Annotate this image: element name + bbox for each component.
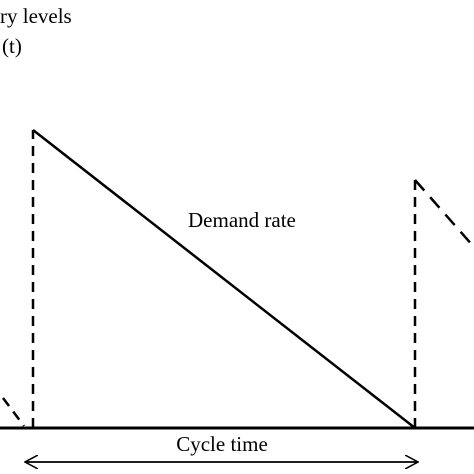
axis-label-line: (t) [2, 34, 22, 58]
demand-line [32, 129, 416, 429]
prev-cycle-depletion [2, 397, 25, 427]
axis-label-line: ry levels [0, 4, 72, 28]
demand-label: Demand rate [188, 208, 296, 232]
next-cycle-depletion [414, 179, 474, 248]
cycle-label: Cycle time [176, 432, 268, 456]
